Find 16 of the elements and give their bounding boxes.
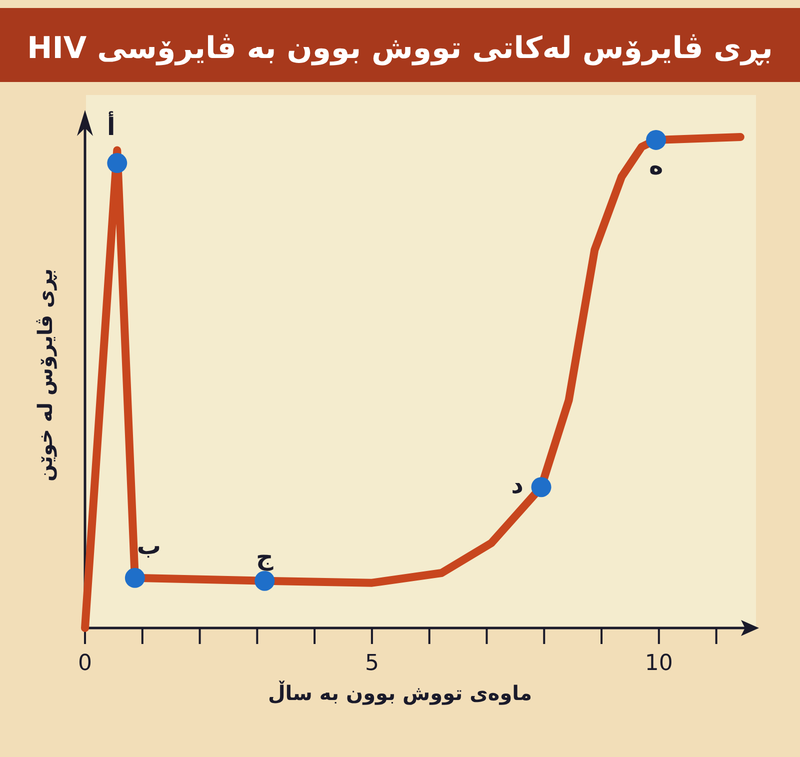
annotation: د — [511, 471, 524, 500]
point — [124, 568, 145, 588]
point — [254, 570, 275, 591]
point — [531, 477, 552, 498]
annotation: ه — [648, 152, 664, 180]
annotation: أ — [107, 111, 116, 142]
x-axis-title: ماوەی تووش بوون بە ساڵ — [268, 680, 532, 705]
point — [107, 153, 128, 174]
annotation: ج — [256, 542, 274, 571]
x-tick-label: 5 — [364, 651, 379, 676]
chart-title: بڕی ڤایرۆس لەکاتی تووش بوون بە ڤایرۆسی HIV — [27, 31, 773, 66]
x-tick-label: 0 — [78, 651, 92, 676]
annotation: ب — [136, 532, 161, 560]
y-axis-title: بڕی ڤایرۆس لە خوێن — [33, 268, 57, 482]
x-tick-label: 10 — [644, 651, 673, 676]
point — [646, 130, 666, 150]
